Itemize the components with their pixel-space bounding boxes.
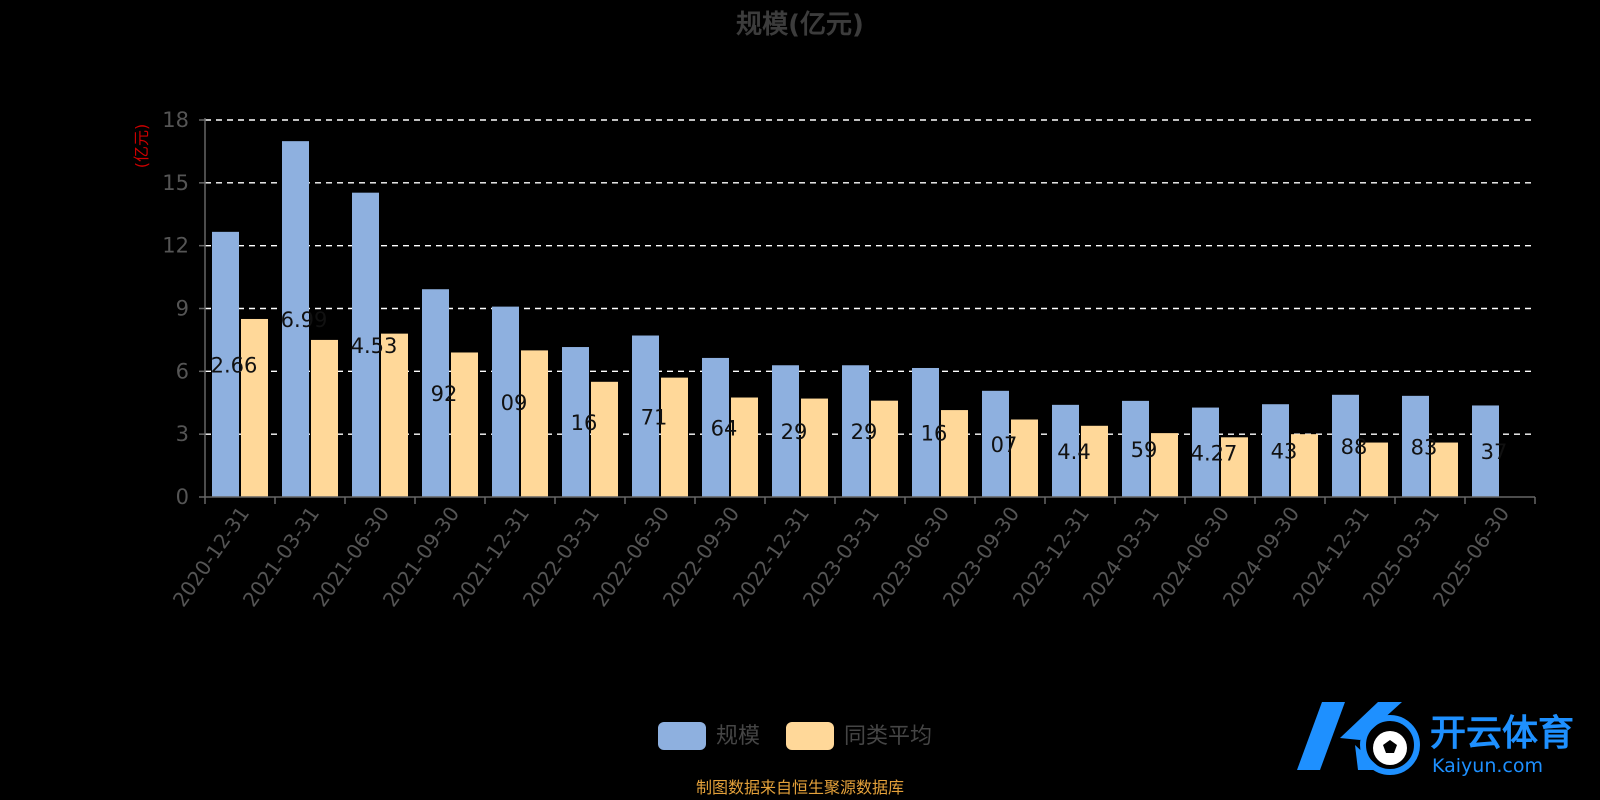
value-label-2024-09-30: 43 bbox=[1271, 440, 1298, 464]
k-ball-logo-icon bbox=[1297, 702, 1420, 775]
value-label-2022-12-31: 29 bbox=[781, 420, 808, 444]
y-tick-label-3: 3 bbox=[176, 422, 189, 446]
bar-peer-average-2025-03-31 bbox=[1431, 442, 1458, 497]
bar-size-2022-12-31 bbox=[772, 365, 799, 497]
bar-size-2022-03-31 bbox=[562, 347, 589, 497]
legend: 规模 同类平均 bbox=[658, 722, 932, 750]
bar-size-2023-06-30 bbox=[912, 367, 939, 497]
bar-peer-average-2021-06-30 bbox=[381, 333, 408, 497]
bar-size-2023-12-31 bbox=[1052, 404, 1079, 497]
value-label-2022-09-30: 64 bbox=[711, 416, 738, 440]
bar-peer-average-2023-12-31 bbox=[1081, 425, 1108, 497]
bar-peer-average-2022-06-30 bbox=[661, 377, 688, 497]
bar-peer-average-2023-03-31 bbox=[871, 400, 898, 497]
value-label-2023-09-30: 07 bbox=[991, 433, 1018, 457]
value-label-2023-03-31: 29 bbox=[851, 420, 878, 444]
bar-size-2021-03-31 bbox=[282, 141, 309, 498]
value-label-2025-03-31: 83 bbox=[1411, 435, 1438, 459]
bar-size-2021-09-30 bbox=[422, 289, 449, 497]
bar-size-2024-06-30 bbox=[1192, 407, 1219, 497]
value-label-2020-12-31: 2.66 bbox=[211, 353, 258, 377]
value-label-2021-03-31: 6.99 bbox=[281, 308, 328, 332]
value-label-2025-06-30: 37 bbox=[1481, 440, 1508, 464]
value-label-2024-06-30: 4.27 bbox=[1191, 441, 1238, 465]
bar-peer-average-2023-06-30 bbox=[941, 410, 968, 497]
value-label-2024-03-31: 59 bbox=[1131, 438, 1158, 462]
legend-swatch-size[interactable] bbox=[658, 722, 706, 750]
bar-size-2020-12-31 bbox=[212, 231, 239, 498]
bar-peer-average-2023-09-30 bbox=[1011, 419, 1038, 497]
value-labels: 2.66 6.99 4.53 92 09 16 71 64 29 29 16 07 4.4 59 4.27 4… bbox=[211, 308, 1508, 465]
bar-peer-average-2022-03-31 bbox=[591, 381, 618, 497]
bar-peer-average-2021-03-31 bbox=[311, 339, 338, 497]
y-tick-label-6: 6 bbox=[176, 359, 189, 383]
legend-label-peer-average[interactable]: 同类平均 bbox=[844, 724, 932, 749]
value-label-2024-12-31: 88 bbox=[1341, 435, 1368, 459]
data-source-note: 制图数据来自恒生聚源数据库 bbox=[696, 778, 904, 797]
logo-domain: Kaiyun.com bbox=[1432, 755, 1543, 777]
bar-peer-average-2021-09-30 bbox=[451, 352, 478, 497]
bar-peer-average-2024-09-30 bbox=[1291, 434, 1318, 497]
bar-size-2024-03-31 bbox=[1122, 400, 1149, 497]
bar-peer-average-2024-03-31 bbox=[1151, 433, 1178, 497]
watermark-logo: 开云体育 Kaiyun.com bbox=[1297, 702, 1574, 777]
logo-brand-name: 开云体育 bbox=[1430, 713, 1574, 754]
y-tick-label-15: 15 bbox=[162, 171, 189, 195]
bar-peer-average-2022-09-30 bbox=[731, 397, 758, 497]
bar-peer-average-2020-12-31 bbox=[241, 318, 268, 497]
value-label-2022-03-31: 16 bbox=[571, 411, 598, 435]
legend-label-size[interactable]: 规模 bbox=[716, 724, 760, 749]
bar-peer-average-2022-12-31 bbox=[801, 398, 828, 497]
bars bbox=[212, 141, 1499, 498]
value-label-2023-12-31: 4.4 bbox=[1057, 440, 1090, 464]
y-tick-label-12: 12 bbox=[162, 234, 189, 258]
bar-size-2022-06-30 bbox=[632, 335, 659, 497]
bar-size-2025-03-31 bbox=[1402, 395, 1429, 497]
legend-swatch-peer-average[interactable] bbox=[786, 722, 834, 750]
y-tick-label-0: 0 bbox=[176, 485, 189, 509]
y-tick-label-18: 18 bbox=[162, 108, 189, 132]
bar-size-2023-09-30 bbox=[982, 390, 1009, 497]
bar-size-2021-06-30 bbox=[352, 192, 379, 497]
bar-peer-average-2021-12-31 bbox=[521, 350, 548, 497]
value-label-2023-06-30: 16 bbox=[921, 421, 948, 445]
value-label-2022-06-30: 71 bbox=[641, 405, 668, 429]
bar-size-2024-12-31 bbox=[1332, 394, 1359, 497]
x-axis: 2020-12-312021-03-312021-06-302021-09-30… bbox=[168, 496, 1536, 611]
y-tick-label-9: 9 bbox=[176, 297, 189, 321]
value-label-2021-06-30: 4.53 bbox=[351, 334, 398, 358]
value-label-2021-12-31: 09 bbox=[501, 391, 528, 415]
y-axis: 0 3 6 9 12 15 18 bbox=[162, 108, 206, 509]
bar-size-2025-06-30 bbox=[1472, 405, 1499, 497]
bar-size-2022-09-30 bbox=[702, 357, 729, 497]
bar-size-2024-09-30 bbox=[1262, 404, 1289, 497]
bar-size-2021-12-31 bbox=[492, 306, 519, 497]
bar-peer-average-2024-12-31 bbox=[1361, 442, 1388, 497]
chart-title: 规模(亿元) bbox=[736, 10, 864, 40]
y-axis-unit-label: (亿元) bbox=[132, 124, 151, 169]
value-label-2021-09-30: 92 bbox=[431, 382, 458, 406]
bar-size-2023-03-31 bbox=[842, 365, 869, 497]
bar-peer-average-2024-06-30 bbox=[1221, 437, 1248, 497]
